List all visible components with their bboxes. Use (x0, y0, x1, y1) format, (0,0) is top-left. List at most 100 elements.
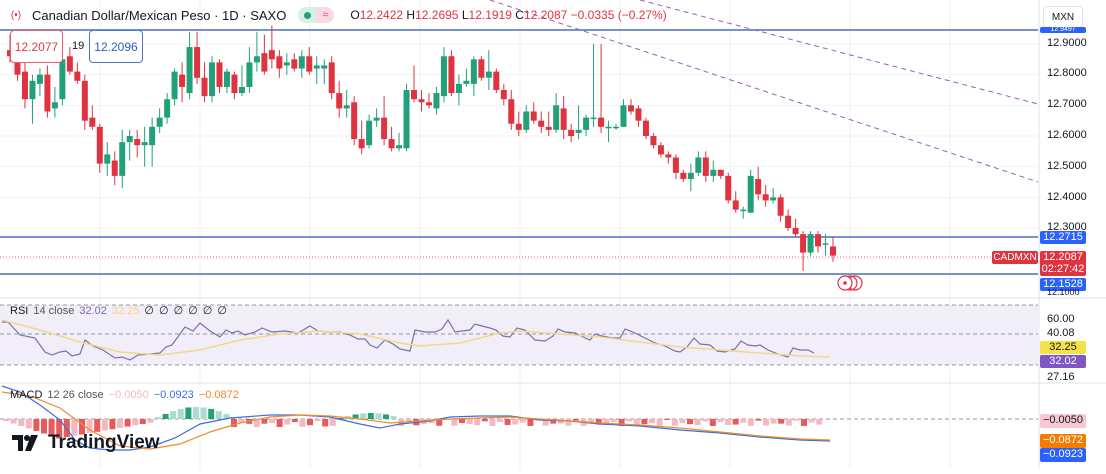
macd-histogram-bar (641, 419, 648, 425)
candle-body (433, 93, 440, 109)
high-value: 12.2695 (415, 8, 459, 22)
candle-body (463, 80, 470, 84)
candle-body (642, 120, 649, 137)
macd-histogram-bar (101, 419, 108, 431)
tradingview-logo[interactable]: TradingView (12, 432, 160, 454)
macd-histogram-bar (238, 419, 245, 423)
macd-histogram-bar (687, 419, 693, 425)
macd-line-tag: −0.0923 (1040, 448, 1086, 462)
candle-body (493, 71, 500, 91)
currency-select[interactable]: MXN (1043, 6, 1083, 28)
ohlc-values: O12.2422 H12.2695 L12.1919 C12.2087 −0.0… (350, 8, 666, 22)
macd-histogram-value: −0.0050 (108, 389, 149, 401)
price-axis-label: 12.4000 (1047, 191, 1087, 203)
macd-histogram-bar (25, 419, 32, 429)
candle-body (336, 93, 343, 109)
macd-histogram-bar (200, 407, 207, 419)
macd-histogram-bar (276, 419, 283, 427)
currency-value: MXN (1051, 11, 1075, 23)
candle-body (785, 215, 792, 229)
candle-body (253, 56, 260, 63)
candle-body (725, 175, 732, 201)
symbol-title[interactable]: Canadian Dollar/Mexican Peso · 1D · SAXO (32, 7, 287, 23)
buy-button[interactable]: 12.2096 (89, 30, 143, 63)
macd-histogram-bar (633, 419, 640, 426)
macd-histogram-bar (664, 419, 671, 421)
macd-histogram-bar (793, 419, 800, 421)
candle-body (14, 56, 21, 75)
candle-body (627, 105, 634, 112)
candle-body (620, 105, 627, 127)
candle-body (59, 59, 66, 100)
macd-histogram-bar (649, 419, 655, 424)
candle-body (74, 71, 81, 81)
macd-histogram-bar (550, 419, 557, 424)
candle-body (695, 157, 702, 173)
macd-histogram-bar (94, 419, 101, 432)
candle-body (44, 74, 51, 112)
candle-body (568, 129, 575, 137)
candle-body (508, 99, 515, 124)
macd-histogram-bar (603, 419, 610, 425)
candle-body (373, 117, 380, 121)
candle-body (583, 117, 590, 130)
candle-body (119, 142, 126, 176)
macd-histogram-bar (709, 419, 716, 426)
candle-body (351, 102, 358, 140)
candle-body (126, 136, 133, 143)
rsi-legend[interactable]: RSI 14 close 32.02 32.25 ∅ ∅ ∅ ∅ ∅ ∅ (10, 304, 227, 318)
macd-histogram-bar (451, 419, 458, 426)
macd-histogram-bar (329, 419, 336, 426)
macd-histogram-bar (808, 419, 815, 423)
approx-icon[interactable]: ≈ (316, 7, 335, 23)
macd-histogram-bar (595, 419, 602, 425)
macd-histogram-bar (56, 419, 63, 439)
macd-histogram-bar (405, 419, 412, 422)
candle-body (223, 71, 230, 87)
macd-histogram-bar (208, 408, 215, 419)
low-value: 12.1919 (468, 8, 512, 22)
candle-body (425, 102, 432, 106)
countdown-tag: 02:27:42 (1040, 263, 1086, 276)
macd-histogram-tag: −0.0050 (1040, 414, 1086, 428)
candle-body (209, 62, 216, 97)
candle-body (553, 105, 560, 130)
candle-body (710, 169, 717, 176)
open-label: O (350, 8, 360, 22)
last-price-tag: 12.2087 (1040, 251, 1086, 264)
macd-histogram-bar (375, 413, 382, 419)
change-value: −0.0335 (−0.27%) (570, 8, 667, 22)
candle-body (171, 71, 178, 100)
candle-body (740, 209, 747, 212)
macd-histogram-bar (79, 419, 85, 435)
sell-button[interactable]: 12.2077 (10, 30, 63, 63)
macd-histogram-bar (725, 419, 731, 425)
candle-body (343, 105, 350, 109)
macd-histogram-bar (41, 419, 47, 434)
close-value: 12.2087 (523, 8, 568, 22)
candle-body (560, 108, 567, 130)
macd-histogram-bar (48, 419, 55, 436)
candle-body (66, 56, 73, 72)
macd-histogram-bar (337, 418, 344, 419)
candle-body (530, 111, 537, 121)
macd-histogram-bar (177, 408, 184, 419)
candle-body (194, 47, 201, 78)
macd-histogram-bar (231, 419, 237, 427)
rsi-band-background (0, 305, 1038, 365)
macd-signal-tag: −0.0872 (1040, 434, 1086, 448)
market-open-dot-icon[interactable] (298, 7, 317, 23)
macd-params: 12 26 close (47, 389, 104, 401)
macd-legend[interactable]: MACD 12 26 close −0.0050 −0.0923 −0.0872 (10, 389, 239, 401)
candle-body (575, 129, 582, 133)
tradingview-logo-icon (12, 435, 38, 451)
macd-histogram-bar (679, 419, 686, 424)
rsi-ma-value: 32.25 (111, 304, 140, 317)
candle-body (388, 139, 395, 149)
candle-body (96, 126, 103, 164)
price-axis-label: 12.3000 (1047, 221, 1087, 233)
macd-histogram-bar (360, 413, 367, 419)
macd-signal-line (1, 391, 831, 450)
